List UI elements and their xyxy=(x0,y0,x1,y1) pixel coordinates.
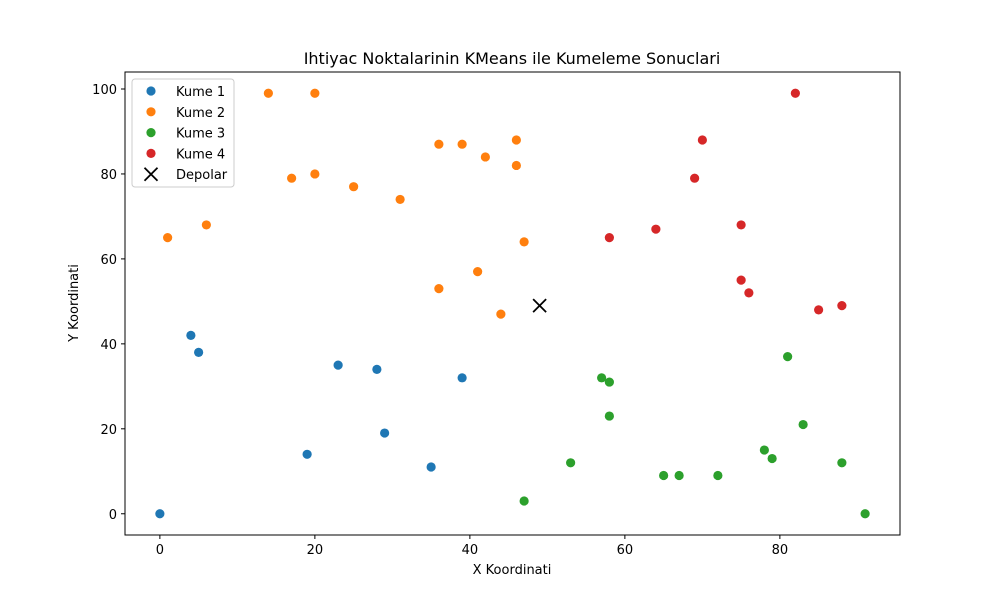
kume-1-point xyxy=(372,364,382,374)
y-tick-label: 60 xyxy=(100,253,117,268)
plot-frame xyxy=(124,71,901,536)
y-tick-label: 20 xyxy=(100,423,117,438)
kume-3-point xyxy=(713,470,723,481)
kume-2-point xyxy=(163,233,173,243)
legend-marker-kume-1 xyxy=(146,86,156,96)
kume-2-point xyxy=(310,88,320,98)
legend-marker-kume-2 xyxy=(146,107,156,117)
kume-1-point xyxy=(380,428,390,438)
kume-3-point xyxy=(837,458,847,468)
depolar-point xyxy=(532,298,547,313)
kume-2-point xyxy=(496,309,506,319)
kume-3-point xyxy=(860,509,870,519)
kume-2-point xyxy=(349,182,359,192)
x-tick-label: 40 xyxy=(462,543,479,558)
kume-3-point xyxy=(519,496,529,506)
kume-1-point xyxy=(302,449,312,459)
kume-4-point xyxy=(814,305,824,315)
kume-3-point xyxy=(604,377,614,387)
kume-2-point xyxy=(287,173,297,183)
kume-2-point xyxy=(511,135,521,145)
legend-items: Kume 1 Kume 2 Kume 3 Kume 4 Depolar xyxy=(143,85,228,183)
kume-2-point xyxy=(519,237,529,247)
kume-2-point xyxy=(434,139,444,149)
legend: Kume 1 Kume 2 Kume 3 Kume 4 Depolar xyxy=(131,78,235,188)
kume-3-point xyxy=(659,470,669,481)
legend-label-kume-3: Kume 3 xyxy=(176,127,225,142)
kume-2-point xyxy=(473,267,483,277)
x-tick-label: 0 xyxy=(156,543,164,558)
kume-2-point xyxy=(201,220,211,230)
legend-marker-depolar xyxy=(143,167,159,182)
legend-marker-kume-4 xyxy=(146,148,156,158)
x-tick-label: 20 xyxy=(307,543,324,558)
y-axis-ticks: 0 20 40 60 80 100 xyxy=(92,83,125,523)
x-marker-stroke xyxy=(143,167,159,182)
y-tick-label: 100 xyxy=(92,83,117,98)
kume-1-point xyxy=(426,462,436,472)
chart-title: Ihtiyac Noktalarinin KMeans ile Kumeleme… xyxy=(304,49,721,68)
plot-points xyxy=(155,88,870,519)
kume-3-point xyxy=(783,351,793,362)
kume-4-point xyxy=(604,233,614,243)
x-tick-label: 60 xyxy=(617,543,634,558)
kume-3-point xyxy=(597,373,607,383)
kume-2-point xyxy=(434,284,444,294)
kume-4-point xyxy=(690,173,700,183)
kume-4-point xyxy=(697,135,707,145)
kume-4-point xyxy=(744,288,754,298)
kume-3-point xyxy=(566,458,576,468)
kume-3-point xyxy=(674,470,684,481)
kume-2-point xyxy=(480,152,490,162)
kume-1-point xyxy=(457,373,467,383)
legend-box xyxy=(131,78,235,188)
kume-2-point xyxy=(395,194,405,205)
kume-1-point xyxy=(155,509,165,519)
legend-label-kume-1: Kume 1 xyxy=(176,85,225,100)
kume-1-point xyxy=(194,347,204,357)
y-tick-label: 0 xyxy=(109,508,117,523)
x-axis-label: X Koordinati xyxy=(473,563,552,578)
kume-4-point xyxy=(736,275,746,285)
x-tick-label: 80 xyxy=(772,543,789,558)
kume-3-point xyxy=(604,411,614,421)
legend-label-kume-4: Kume 4 xyxy=(176,147,225,162)
x-marker-stroke xyxy=(532,298,547,313)
kume-3-point xyxy=(759,445,769,455)
legend-label-kume-2: Kume 2 xyxy=(176,106,225,121)
y-tick-label: 40 xyxy=(100,338,117,353)
kume-1-point xyxy=(333,360,343,370)
kume-4-point xyxy=(837,301,847,311)
kume-2-point xyxy=(457,139,467,149)
kume-4-point xyxy=(790,88,800,98)
kume-4-point xyxy=(736,220,746,230)
kume-3-point xyxy=(798,419,808,430)
kume-3-point xyxy=(767,453,777,464)
legend-marker-kume-3 xyxy=(146,128,156,138)
kume-2-point xyxy=(263,88,273,98)
y-axis-label: Y Koordinati xyxy=(67,264,82,343)
kume-2-point xyxy=(511,160,521,171)
kume-2-point xyxy=(310,169,320,179)
kume-4-point xyxy=(651,224,661,234)
legend-label-depolar: Depolar xyxy=(176,168,228,183)
y-tick-label: 80 xyxy=(100,168,117,183)
kume-1-point xyxy=(186,330,196,340)
x-axis-ticks: 0 20 40 60 80 xyxy=(156,535,788,558)
